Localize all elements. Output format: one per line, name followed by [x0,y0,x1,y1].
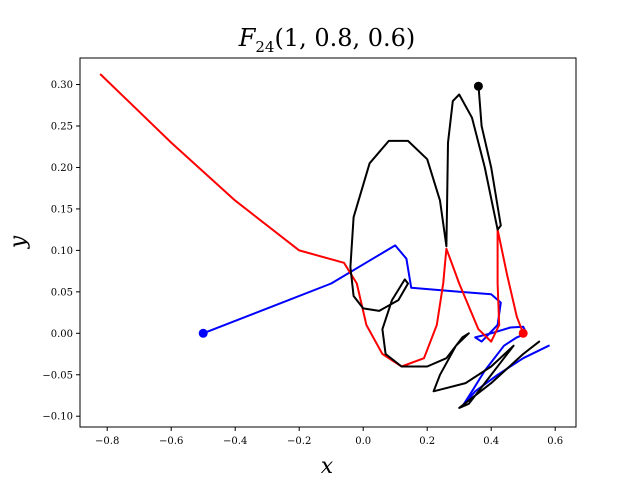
y-tick-label: 0.30 [51,80,73,91]
x-tick-label: 0.0 [355,436,371,447]
series-red-line [99,73,525,368]
y-tick-label: 0.20 [51,163,73,174]
x-tick-label: 0.4 [483,436,499,447]
x-tick-label: −0.8 [95,436,119,447]
y-tick-label: 0.15 [51,204,73,215]
series-black-line [349,83,541,409]
x-tick-label: −0.4 [223,436,247,447]
x-tick-label: −0.2 [287,436,311,447]
y-tick-label: −0.10 [42,412,73,423]
y-axis: −0.10 −0.05 0.00 0.05 0.10 0.15 0.20 0.25 0.30 [42,80,80,423]
y-tick-label: 0.10 [51,246,73,257]
x-axis: −0.8 −0.6 −0.4 −0.2 0.0 0.2 0.4 0.6 [95,427,563,447]
axes-frame [79,57,577,428]
x-axis-label: x [321,454,334,479]
plot-area [99,73,550,409]
y-tick-label: 0.00 [51,329,73,340]
x-tick-label: 0.2 [419,436,435,447]
y-axis-label: y [6,235,31,249]
y-tick-label: 0.25 [51,121,73,132]
x-tick-label: −0.6 [159,436,183,447]
chart-title: F24(1, 0.8, 0.6) [238,24,416,56]
series-red-endpoint [518,328,528,338]
y-tick-label: 0.05 [51,287,73,298]
series-blue-endpoint [198,328,208,338]
series-black-endpoint [473,81,483,91]
x-tick-label: 0.6 [547,436,563,447]
y-tick-label: −0.05 [42,370,73,381]
